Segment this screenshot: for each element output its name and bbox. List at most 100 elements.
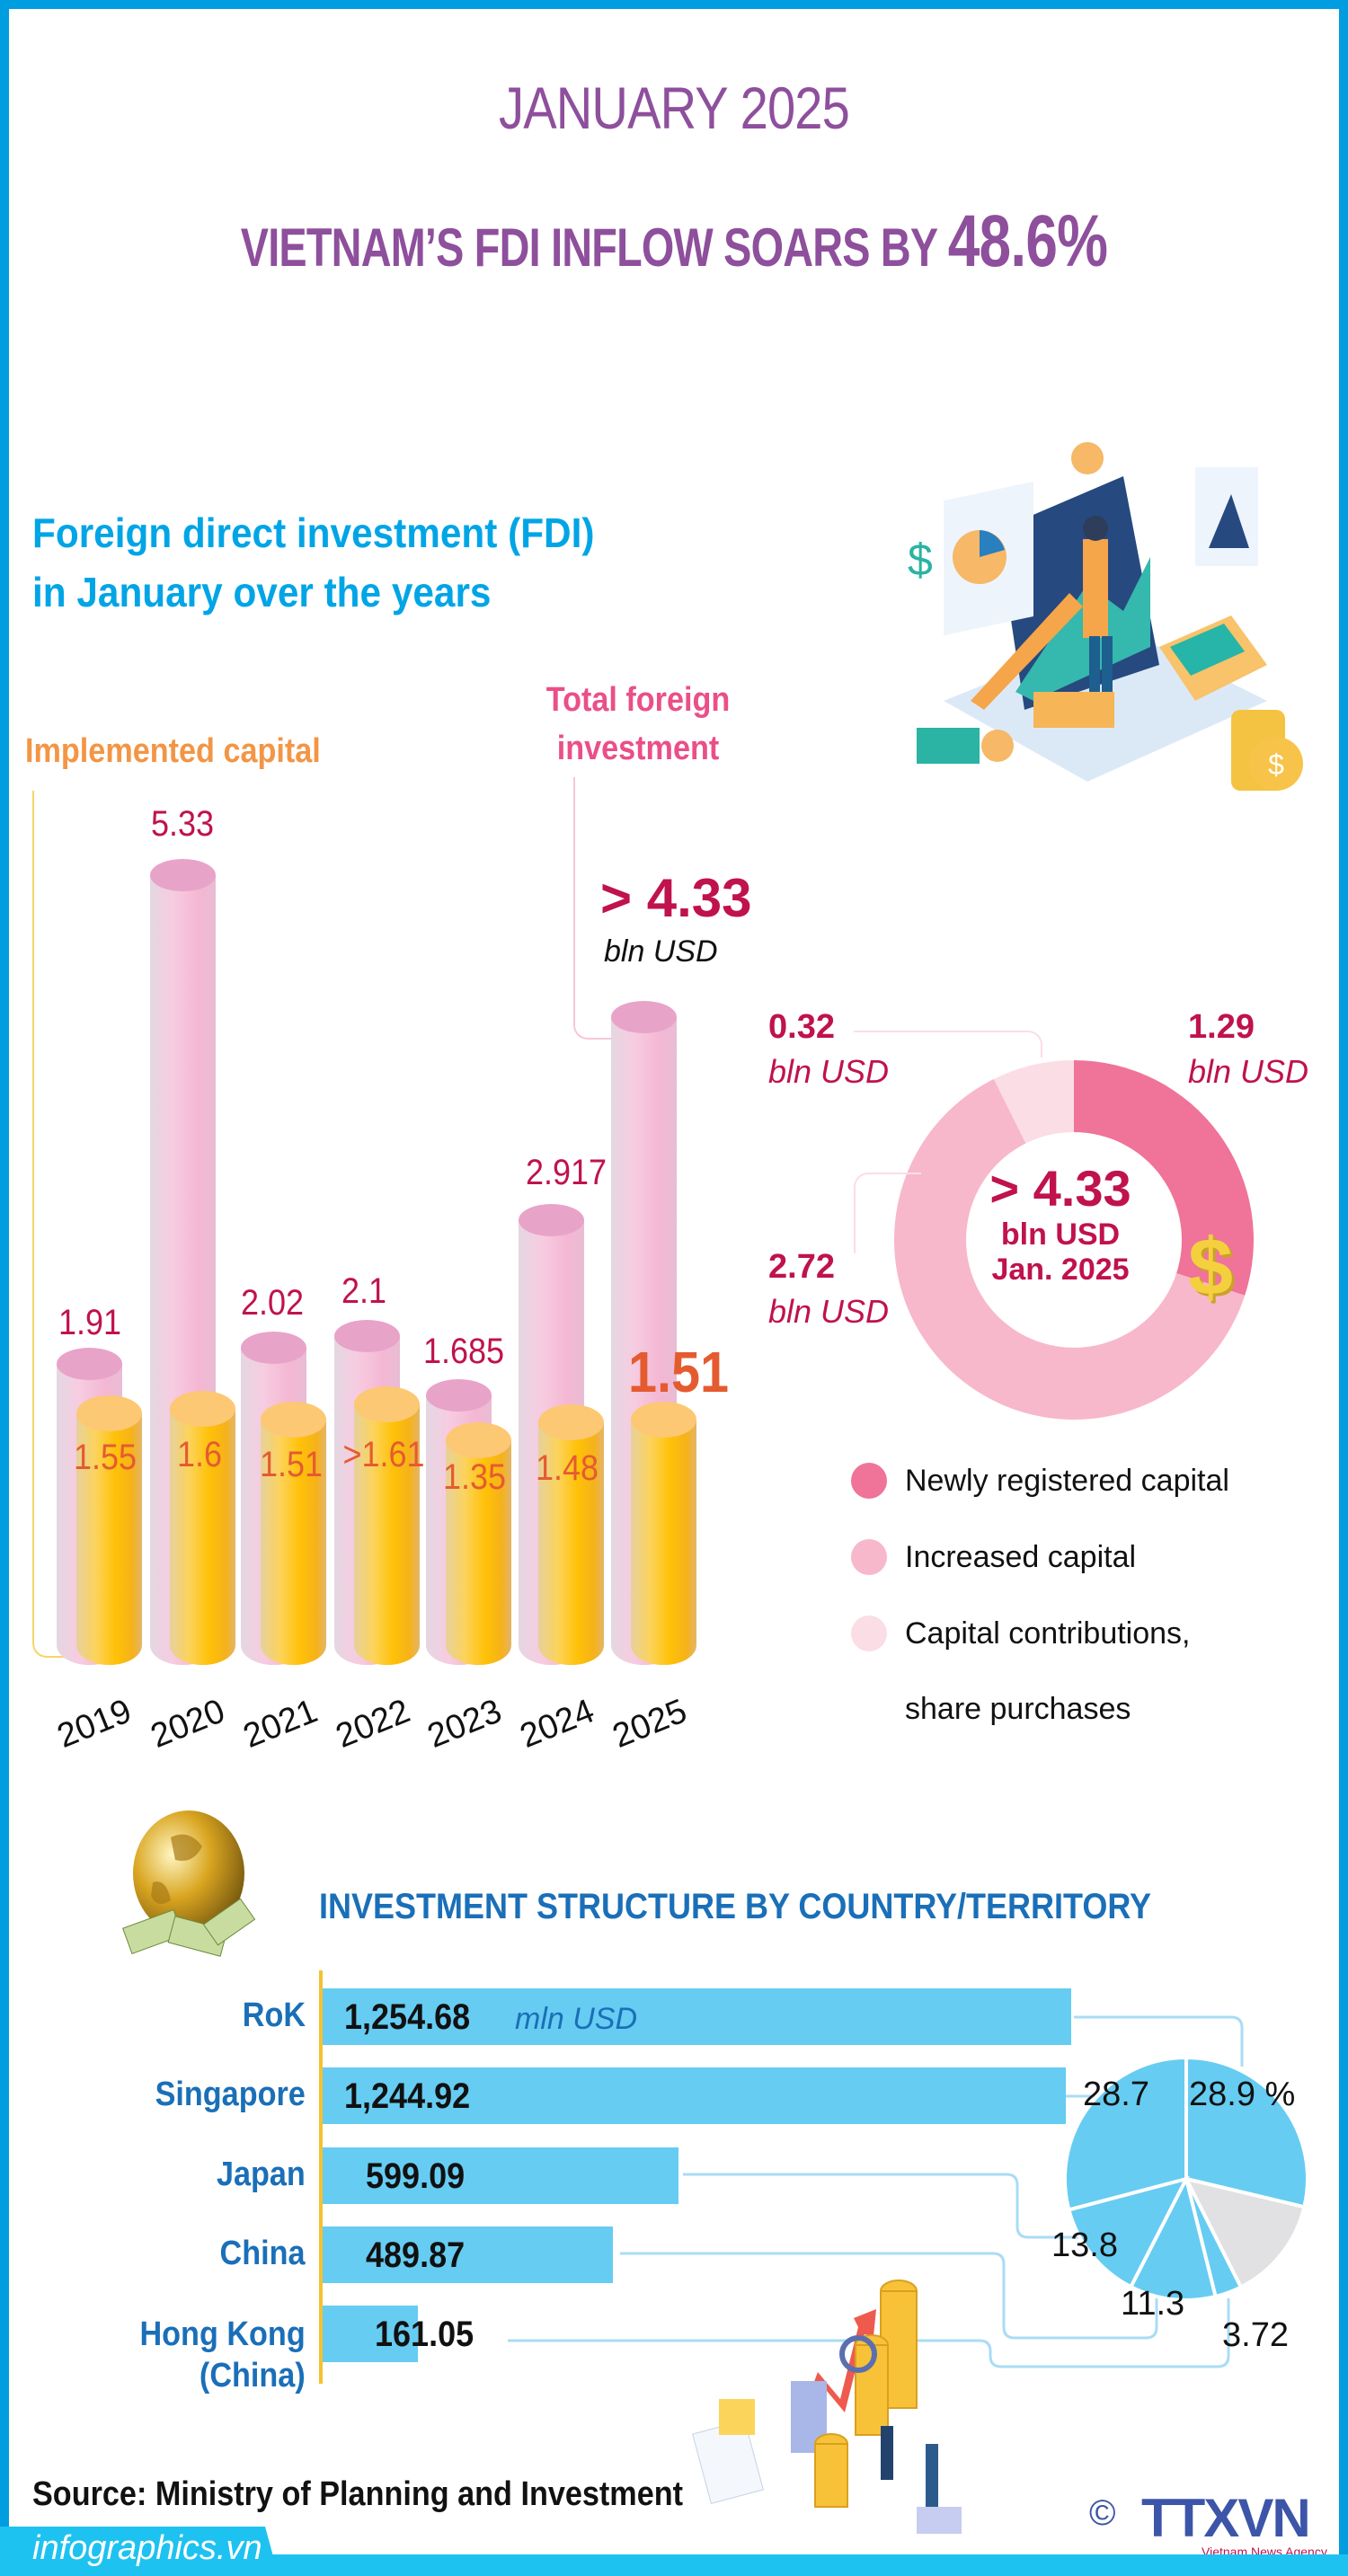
pie-slice-others [1183, 2176, 1307, 2290]
headline-total-unit: bln USD [604, 934, 718, 969]
headline-text: VIETNAM’S FDI INFLOW SOARS BY [240, 217, 948, 278]
legend-label: Newly registered capital [905, 1463, 1229, 1498]
bar-total-cap [241, 1332, 306, 1364]
bar-total-cap [57, 1348, 122, 1380]
total-label-line1: Total foreign [545, 681, 731, 719]
country-bar-japan [323, 2147, 678, 2204]
investor-laptop-illustration: $ $ [908, 442, 1303, 791]
value-total-2021: 2.02 [240, 1283, 305, 1323]
dollar-sign-icon: $ [1188, 1223, 1234, 1313]
footer-brand-tab [0, 2527, 279, 2576]
country-name-singapore: Singapore [155, 2076, 306, 2113]
legend-dot-icon [851, 1463, 887, 1499]
total-investment-label: Total foreign investment [517, 676, 759, 773]
country-name-line1: Hong Kong [139, 2315, 306, 2353]
country-name-hongkong: Hong Kong (China) [140, 2314, 306, 2396]
legend-label: Increased capital [905, 1539, 1137, 1574]
capital-donut-chart [894, 1060, 1254, 1420]
pie-slice-japan [1066, 2175, 1190, 2289]
bar-implemented-cap [170, 1391, 235, 1427]
fdi-title-line2: in January over the years [32, 569, 492, 615]
page-headline: VIETNAM’S FDI INFLOW SOARS BY 48.6% [148, 199, 1200, 284]
bar-total-cap [519, 1204, 584, 1236]
ttxvn-logo: TTXVN [1141, 2488, 1311, 2548]
copyright-icon: © [1089, 2493, 1116, 2533]
value-total-2022: 2.1 [341, 1271, 387, 1311]
bar-total-cap [334, 1320, 400, 1352]
footer-brand-link[interactable]: infographics.vn [32, 2529, 262, 2567]
country-bar-hongkong [323, 2306, 418, 2362]
bar-implemented-2021 [261, 1418, 326, 1665]
country-value-rok: 1,254.68 [344, 1997, 471, 2037]
headline-total-value: > 4.33 [600, 868, 752, 928]
bar-implemented-2019 [76, 1412, 142, 1665]
value-total-2020: 5.33 [150, 804, 215, 844]
donut-center: > 4.33 bln USD Jan. 2025 [984, 1159, 1137, 1288]
country-name-line2: (China) [200, 2357, 306, 2395]
donut-segment-increased [894, 1078, 1246, 1420]
value-total-2023: 1.685 [422, 1332, 505, 1371]
donut-center-unit: bln USD [1000, 1217, 1121, 1252]
country-name-china: China [219, 2235, 306, 2272]
bar-implemented-cap [538, 1404, 604, 1440]
contributions-unit: bln USD [768, 1053, 890, 1090]
pie-label-china: 11.3 [1121, 2285, 1185, 2323]
country-name-japan: Japan [217, 2156, 306, 2193]
fdi-title-line1: Foreign direct investment (FDI) [32, 509, 595, 556]
legend-dot-icon [851, 1616, 887, 1651]
bar-implemented-2025 [631, 1420, 696, 1665]
country-bar-singapore [323, 2067, 1066, 2124]
bar-total-cap [426, 1379, 492, 1412]
country-name-rok: RoK [242, 1996, 306, 2034]
bar-implemented-2020 [170, 1408, 235, 1665]
country-value-hongkong: 161.05 [375, 2315, 474, 2354]
legend-contributions-line2: share purchases [905, 1692, 1131, 1726]
increased-unit: bln USD [768, 1293, 890, 1330]
value-total-2019: 1.91 [58, 1303, 122, 1342]
contributions-leader-line [854, 1031, 1042, 1058]
pie-label-singapore: 28.7 [1083, 2076, 1149, 2113]
page-date-title: JANUARY 2025 [498, 75, 850, 141]
bar-implemented-cap [261, 1402, 326, 1438]
legend-new-capital: Newly registered capital [851, 1463, 1229, 1499]
bar-total-cap [150, 859, 216, 891]
country-value-china: 489.87 [366, 2235, 466, 2275]
bar-total-cap [611, 1001, 677, 1033]
country-axis-line [319, 1970, 323, 2384]
implemented-leader-line [32, 791, 65, 1658]
total-leader-line [573, 777, 614, 1040]
legend-dot-icon [851, 1539, 887, 1575]
value-implemented-2025: 1.51 [627, 1340, 730, 1404]
donut-label-contributions: 0.32 bln USD [768, 1005, 889, 1094]
value-implemented-2023: 1.35 [442, 1457, 507, 1497]
bar-implemented-2023 [446, 1439, 511, 1665]
bar-implemented-cap [76, 1395, 142, 1431]
growth-coins-illustration [692, 2279, 962, 2534]
bar-implemented-2022 [354, 1403, 420, 1665]
donut-segment-new [1074, 1060, 1254, 1296]
country-bar-china [323, 2226, 613, 2283]
increased-leader-line [854, 1173, 921, 1253]
country-value-japan: 599.09 [366, 2156, 466, 2196]
bar-implemented-cap [354, 1386, 420, 1422]
increased-value: 2.72 [768, 1248, 835, 1286]
source-text: Source: Ministry of Planning and Investm… [32, 2475, 684, 2513]
donut-label-increased: 2.72 bln USD [768, 1244, 889, 1334]
bar-implemented-2024 [538, 1421, 604, 1665]
legend-contributions: Capital contributions, [851, 1616, 1191, 1651]
value-total-2024: 2.917 [525, 1153, 607, 1192]
fdi-section-title: Foreign direct investment (FDI) in Janua… [32, 503, 594, 622]
pie-label-rok: 28.9 % [1189, 2076, 1296, 2113]
legend-increased-capital: Increased capital [851, 1539, 1136, 1575]
pie-slice-singapore [1062, 2055, 1188, 2212]
donut-segment-contributions [993, 1060, 1074, 1144]
pie-label-japan: 13.8 [1051, 2226, 1118, 2264]
value-implemented-2021: 1.51 [259, 1445, 324, 1484]
bar-implemented-cap [631, 1402, 696, 1438]
country-unit-label: mln USD [515, 2002, 638, 2036]
golden-globe-money-icon [122, 1810, 256, 1957]
value-implemented-2020: 1.6 [176, 1435, 223, 1474]
implemented-capital-label: Implemented capital [25, 732, 321, 770]
